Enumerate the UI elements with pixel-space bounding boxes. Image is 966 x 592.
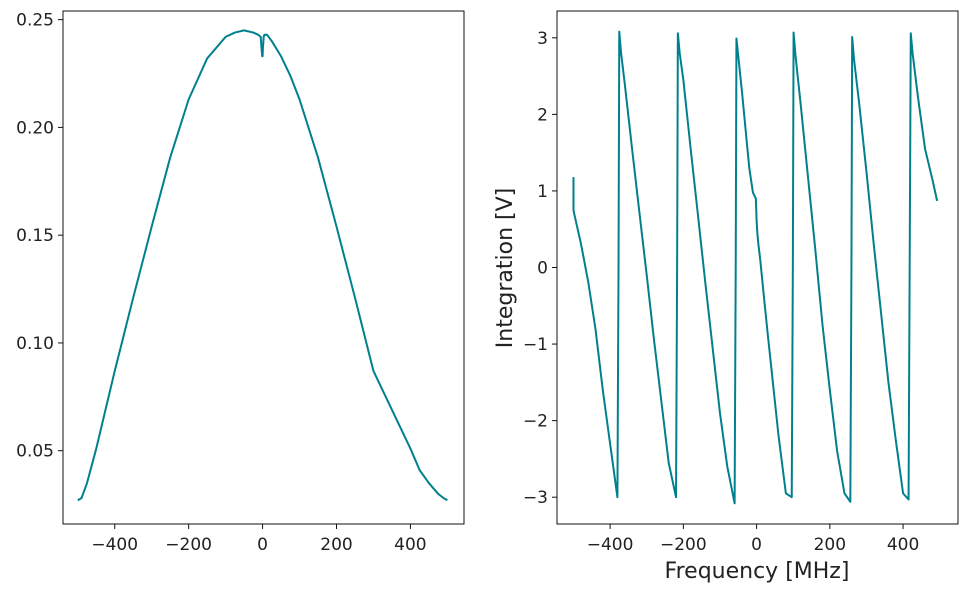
x-axis-title: Frequency [MHz]: [665, 559, 850, 584]
x-tick-label: 200: [320, 535, 352, 555]
x-tick-label: −400: [91, 535, 138, 555]
y-axis-title: Integration [V]: [493, 188, 518, 348]
series-line-0-0: [77, 29, 448, 502]
y-tick-label: 0: [537, 259, 548, 279]
y-tick-label: 0.10: [16, 334, 54, 354]
x-tick-label: 0: [751, 535, 762, 555]
x-tick-label: −200: [165, 535, 212, 555]
x-tick-label: 0: [257, 535, 268, 555]
series-line-1-0: [572, 30, 939, 505]
x-tick-label: −200: [660, 535, 707, 555]
y-tick-label: −2: [523, 412, 548, 432]
x-tick-label: 400: [887, 535, 919, 555]
y-tick-label: 0.15: [16, 226, 54, 246]
y-tick-label: 0.05: [16, 442, 54, 462]
y-tick-label: 0.25: [16, 11, 54, 31]
y-tick-label: 3: [537, 29, 548, 49]
y-tick-label: 1: [537, 182, 548, 202]
x-tick-label: −400: [587, 535, 634, 555]
plot-frame: [62, 10, 465, 525]
y-tick-label: −1: [523, 335, 548, 355]
right-plot-panel: −400 −200 0 200 400 −3 −2 −1 0 1 2 3: [523, 10, 959, 555]
x-tick-label: 400: [394, 535, 426, 555]
y-tick-label: 0.20: [16, 118, 54, 138]
x-tick-label: 200: [814, 535, 846, 555]
y-tick-label: 2: [537, 105, 548, 125]
y-tick-label: −3: [523, 488, 548, 508]
left-plot-panel: −400 −200 0 200 400 0.05 0.10 0.15 0.20 0.25: [16, 10, 465, 555]
